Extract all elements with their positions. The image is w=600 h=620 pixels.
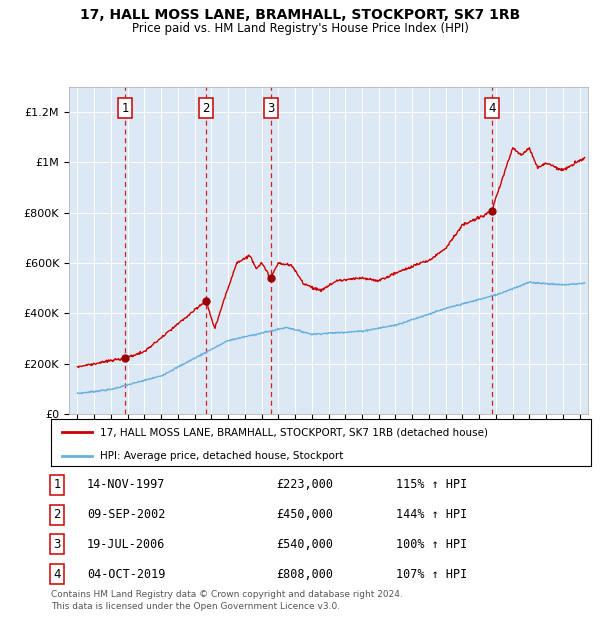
Text: Contains HM Land Registry data © Crown copyright and database right 2024.
This d: Contains HM Land Registry data © Crown c… [51,590,403,611]
Text: 144% ↑ HPI: 144% ↑ HPI [396,508,467,521]
Text: 17, HALL MOSS LANE, BRAMHALL, STOCKPORT, SK7 1RB (detached house): 17, HALL MOSS LANE, BRAMHALL, STOCKPORT,… [100,427,488,437]
Text: 3: 3 [267,102,274,115]
Text: 1: 1 [122,102,129,115]
Text: 04-OCT-2019: 04-OCT-2019 [87,568,166,580]
Text: £808,000: £808,000 [276,568,333,580]
Text: 09-SEP-2002: 09-SEP-2002 [87,508,166,521]
Text: £540,000: £540,000 [276,538,333,551]
Text: HPI: Average price, detached house, Stockport: HPI: Average price, detached house, Stoc… [100,451,343,461]
Text: 115% ↑ HPI: 115% ↑ HPI [396,479,467,491]
Text: £450,000: £450,000 [276,508,333,521]
Text: 19-JUL-2006: 19-JUL-2006 [87,538,166,551]
Text: 14-NOV-1997: 14-NOV-1997 [87,479,166,491]
Text: 2: 2 [202,102,210,115]
Text: 4: 4 [488,102,496,115]
Text: 100% ↑ HPI: 100% ↑ HPI [396,538,467,551]
Text: Price paid vs. HM Land Registry's House Price Index (HPI): Price paid vs. HM Land Registry's House … [131,22,469,35]
Text: £223,000: £223,000 [276,479,333,491]
Text: 2: 2 [53,508,61,521]
Text: 107% ↑ HPI: 107% ↑ HPI [396,568,467,580]
Text: 1: 1 [53,479,61,491]
Text: 3: 3 [53,538,61,551]
Text: 17, HALL MOSS LANE, BRAMHALL, STOCKPORT, SK7 1RB: 17, HALL MOSS LANE, BRAMHALL, STOCKPORT,… [80,8,520,22]
Text: 4: 4 [53,568,61,580]
